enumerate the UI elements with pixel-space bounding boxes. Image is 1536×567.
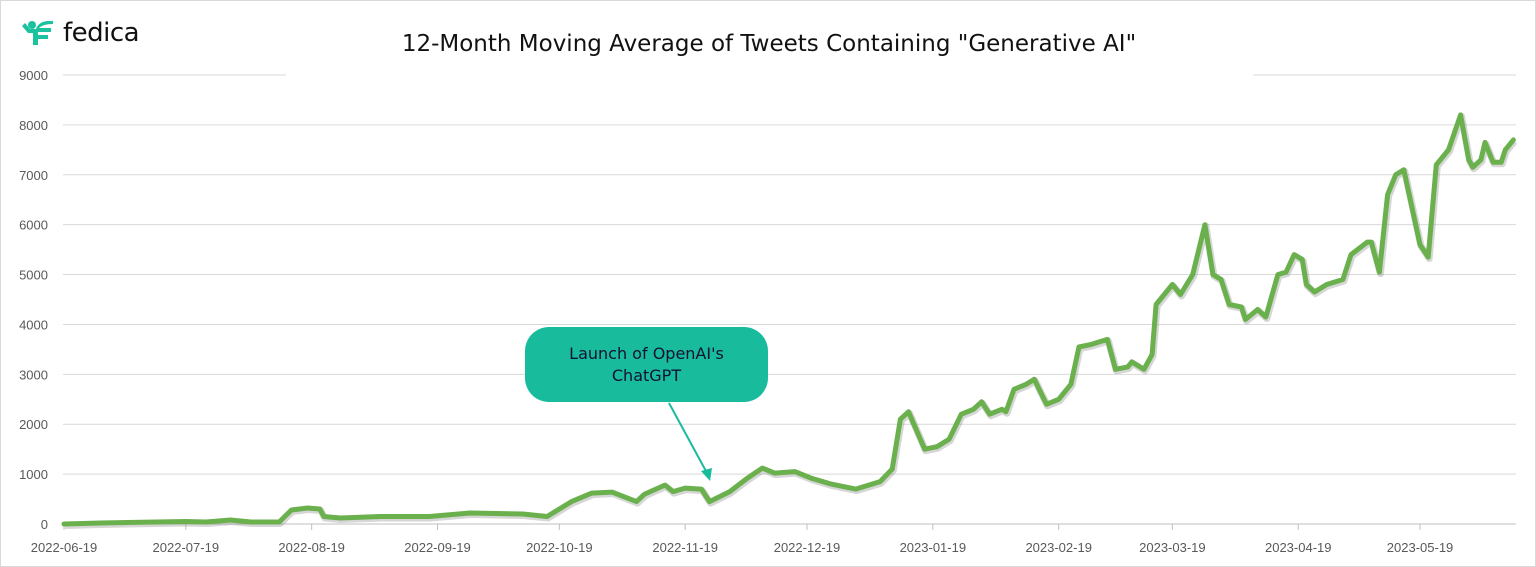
fedica-logo-icon: [22, 20, 53, 45]
y-tick-label: 4000: [19, 317, 48, 332]
x-tick-label: 2022-12-19: [774, 540, 841, 555]
x-tick-label: 2022-08-19: [278, 540, 345, 555]
x-tick-label: 2023-04-19: [1265, 540, 1332, 555]
y-tick-label: 2000: [19, 417, 48, 432]
x-tick-label: 2023-01-19: [900, 540, 967, 555]
annotation-arrowhead: [701, 468, 712, 481]
x-tick-label: 2023-05-19: [1387, 540, 1454, 555]
y-tick-label: 9000: [19, 68, 48, 83]
y-tick-label: 6000: [19, 218, 48, 233]
series-line: [61, 112, 1516, 527]
chart-title: 12-Month Moving Average of Tweets Contai…: [1, 31, 1535, 57]
x-tick-label: 2022-09-19: [404, 540, 471, 555]
fedica-logo: fedica: [21, 18, 140, 48]
brand-name: fedica: [63, 18, 140, 48]
y-tick-label: 5000: [19, 268, 48, 283]
y-tick-label: 8000: [19, 118, 48, 133]
y-tick-label: 3000: [19, 367, 48, 382]
y-tick-label: 0: [41, 517, 48, 532]
x-tick-label: 2023-02-19: [1025, 540, 1092, 555]
series-line-shadow: [64, 112, 1518, 529]
x-tick-label: 2022-10-19: [526, 540, 593, 555]
annotation-arrow: [668, 402, 708, 474]
annotation-bubble: Launch of OpenAI's ChatGPT: [525, 327, 768, 402]
x-tick-label: 2023-03-19: [1139, 540, 1206, 555]
x-tick-label: 2022-07-19: [153, 540, 220, 555]
y-tick-label: 1000: [19, 467, 48, 482]
x-tick-label: 2022-11-19: [652, 540, 718, 555]
y-tick-label: 7000: [19, 168, 48, 183]
x-tick-label: 2022-06-19: [31, 540, 98, 555]
